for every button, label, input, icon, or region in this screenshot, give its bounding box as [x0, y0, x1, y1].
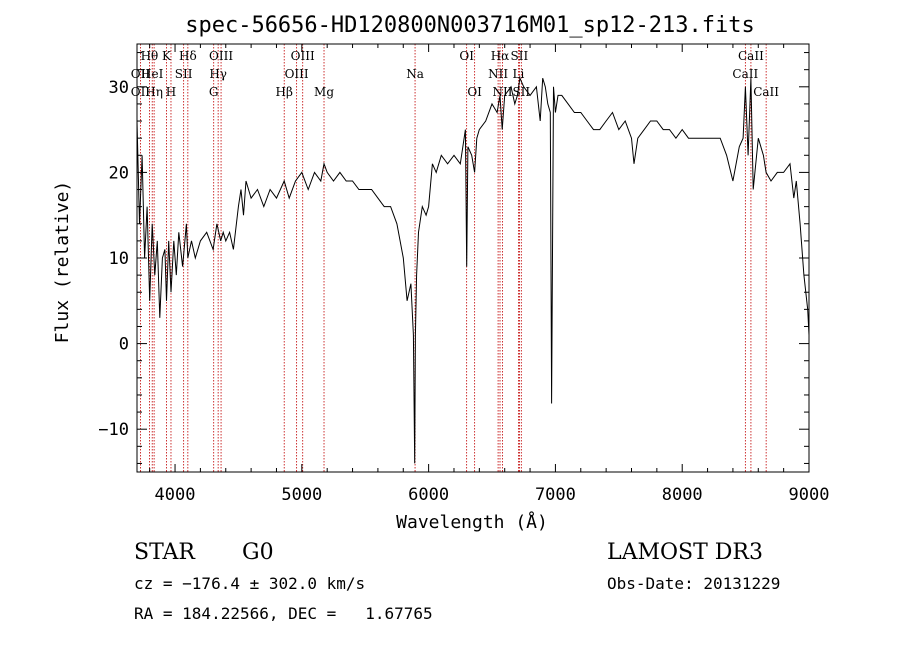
line-label: CaII — [753, 85, 779, 99]
coordinates: RA = 184.22566, DEC = 1.67765 — [134, 604, 433, 623]
line-label: OI — [467, 85, 482, 99]
y-tick-label: −10 — [98, 420, 129, 440]
line-label: HeI — [141, 67, 164, 81]
x-tick-label: 8000 — [662, 485, 703, 505]
x-tick-label: 9000 — [789, 485, 830, 505]
x-tick-label: 7000 — [535, 485, 576, 505]
line-label: Na — [406, 67, 424, 81]
plot-frame — [136, 43, 810, 473]
line-label: OIII — [285, 67, 309, 81]
line-label: Hβ — [276, 85, 293, 99]
line-label: Hγ — [209, 67, 227, 81]
line-label: Hη — [145, 85, 163, 99]
emission-line-markers — [140, 44, 767, 472]
object-subclass: G0 — [242, 540, 274, 565]
y-axis-ticks: −10 0 10 20 30 — [98, 52, 809, 464]
x-axis-ticks: 4000 5000 6000 7000 8000 9000 — [149, 44, 830, 505]
line-label: CaII — [738, 49, 764, 63]
x-axis-label: Wavelength (Å) — [396, 511, 548, 533]
object-class: STAR — [134, 540, 195, 565]
line-label: NII — [493, 85, 513, 99]
line-label: Li — [512, 67, 524, 81]
line-label: Hθ — [141, 49, 159, 63]
y-tick-label: 0 — [119, 335, 129, 355]
spectrum-line — [136, 76, 810, 464]
x-tick-label: 4000 — [155, 485, 196, 505]
y-tick-label: 10 — [109, 249, 129, 269]
obs-date: Obs-Date: 20131229 — [607, 574, 781, 593]
y-tick-label: 20 — [109, 163, 129, 183]
survey-name: LAMOST DR3 — [607, 540, 763, 565]
line-label: OII — [131, 85, 151, 99]
line-label: NII — [488, 67, 508, 81]
line-label: Hα — [491, 49, 510, 63]
line-label: G — [209, 85, 219, 99]
line-label: OII — [131, 67, 151, 81]
x-tick-label: 6000 — [408, 485, 449, 505]
redshift-readout: cz = −176.4 ± 302.0 km/s — [134, 574, 366, 593]
line-label: K — [162, 49, 172, 63]
line-label: OIII — [209, 49, 233, 63]
line-label: OIII — [291, 49, 315, 63]
line-label: Hδ — [179, 49, 197, 63]
y-tick-label: 30 — [109, 78, 129, 98]
line-label: SII — [511, 49, 529, 63]
chart-title: spec-56656-HD120800N003716M01_sp12-213.f… — [185, 13, 755, 38]
line-label: CaII — [732, 67, 758, 81]
line-label: H — [166, 85, 176, 99]
x-tick-label: 5000 — [281, 485, 322, 505]
line-label: OI — [459, 49, 474, 63]
line-label: SII — [175, 67, 193, 81]
line-label: Mg — [314, 85, 334, 99]
y-axis-label: Flux (relative) — [52, 181, 73, 344]
